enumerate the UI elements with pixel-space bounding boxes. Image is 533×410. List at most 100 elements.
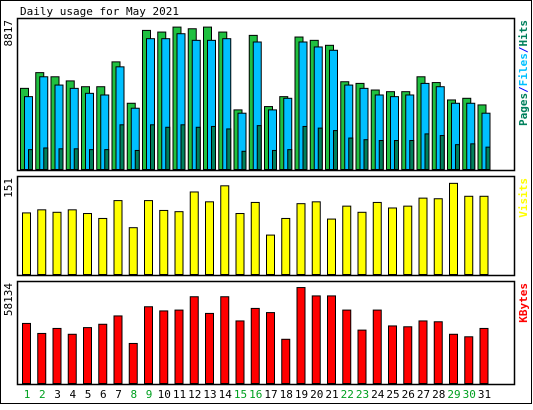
bar-kbytes-day-20 [311,295,321,385]
bar-visits-day-3 [52,211,62,276]
visits-side-label-part: Visits [517,178,530,218]
x-tick-label-day-14: 14 [219,388,233,401]
bar-pages-day-13 [211,125,216,170]
x-tick-label-day-26: 26 [402,388,415,401]
bar-kbytes-day-24 [372,309,382,384]
x-tick-label-day-24: 24 [371,388,385,401]
bar-visits-day-25 [388,207,397,275]
x-tick-label-day-10: 10 [158,388,171,401]
bar-pages-day-18 [287,149,293,171]
x-tick-label-day-1: 1 [24,388,31,401]
panel-visits: 151 Visits [2,175,530,277]
panel-kbytes: 58134 KBytes [2,280,530,386]
x-tick-label-day-7: 7 [115,388,122,401]
bar-visits-day-30 [464,195,474,276]
bar-pages-day-8 [134,149,140,171]
x-tick-label-day-3: 3 [54,388,61,401]
bar-kbytes-day-13 [205,312,214,384]
x-tick-label-day-23: 23 [356,388,369,401]
bar-visits-day-31 [479,195,489,276]
bar-visits-day-10 [159,209,169,275]
x-tick-label-day-28: 28 [432,388,445,401]
bar-kbytes-day-6 [98,323,108,385]
hits-side-label-part: / [517,46,530,53]
bar-visits-day-22 [342,205,352,275]
bar-visits-day-7 [113,200,123,275]
x-tick-label-day-15: 15 [234,388,247,401]
bar-kbytes-day-28 [433,321,443,385]
bar-kbytes-day-12 [189,296,199,385]
x-tick-label-day-12: 12 [188,388,201,401]
x-tick-label-day-27: 27 [417,388,430,401]
bar-pages-day-17 [272,149,277,171]
bar-pages-day-23 [363,139,369,170]
bar-pages-day-20 [317,127,323,171]
bar-pages-day-24 [378,140,384,171]
bar-kbytes-day-4 [67,333,77,385]
x-tick-label-day-8: 8 [130,388,137,401]
hits-side-label-part: Files [517,53,530,86]
bar-pages-day-26 [409,140,415,171]
bar-pages-day-19 [302,125,308,170]
x-tick-label-day-30: 30 [463,388,476,401]
kbytes-side-label: KBytes [517,283,530,323]
bar-visits-day-27 [418,197,428,275]
bar-pages-day-30 [470,143,476,171]
bar-kbytes-day-7 [113,315,123,384]
bar-visits-day-14 [220,185,230,276]
bar-kbytes-day-30 [464,336,474,385]
bar-pages-day-28 [439,135,445,170]
bar-visits-day-9 [144,200,153,275]
bar-pages-day-15 [241,150,247,170]
bar-kbytes-day-22 [342,309,352,384]
x-tick-label-day-20: 20 [310,388,323,401]
x-tick-label-day-29: 29 [447,388,460,401]
bar-visits-day-15 [235,213,245,275]
x-tick-label-day-9: 9 [146,388,153,401]
x-tick-label-day-22: 22 [341,388,354,401]
bar-kbytes-day-25 [388,325,397,385]
bar-kbytes-day-1 [22,322,31,385]
bar-pages-day-1 [28,149,33,171]
x-tick-label-day-2: 2 [39,388,46,401]
bar-visits-day-1 [22,212,31,276]
bar-kbytes-day-17 [266,312,275,384]
kbytes-side-label-part: KBytes [517,283,530,323]
bar-visits-day-8 [128,227,138,275]
x-axis-day-labels: 1 2 3 4 5 6 7 8 9 10 11 12 13 14 15 16 17 18 19 20 21 22 23 24 2… [24,388,491,401]
bar-kbytes-day-18 [281,338,291,385]
chart-title: Daily usage for May 2021 [20,5,179,18]
bar-kbytes-day-11 [174,309,184,384]
bar-pages-day-10 [165,126,171,170]
x-tick-label-day-4: 4 [69,388,76,401]
bar-visits-day-16 [250,201,260,275]
x-tick-label-day-18: 18 [280,388,293,401]
bar-pages-day-12 [195,126,201,170]
bar-pages-day-14 [226,128,232,171]
bar-pages-day-11 [180,124,186,170]
bar-visits-day-6 [98,217,108,275]
bar-kbytes-day-23 [357,329,367,384]
bar-kbytes-day-3 [52,327,62,385]
bar-pages-day-31 [485,146,491,171]
x-tick-label-day-25: 25 [386,388,399,401]
bar-pages-day-4 [73,148,79,170]
bar-kbytes-day-27 [418,320,428,385]
bar-kbytes-day-26 [403,326,413,385]
bar-kbytes-day-29 [449,333,458,385]
x-tick-label-day-5: 5 [85,388,92,401]
hits-max-label: 8817 [2,20,15,47]
hits-side-label-part: / [517,86,530,93]
x-tick-label-day-17: 17 [264,388,277,401]
bar-pages-day-3 [58,148,64,170]
bar-kbytes-day-19 [296,287,306,384]
bar-kbytes-day-10 [159,310,169,385]
bar-kbytes-day-31 [479,327,489,385]
bar-visits-day-13 [205,201,214,276]
bar-kbytes-day-8 [128,342,138,385]
